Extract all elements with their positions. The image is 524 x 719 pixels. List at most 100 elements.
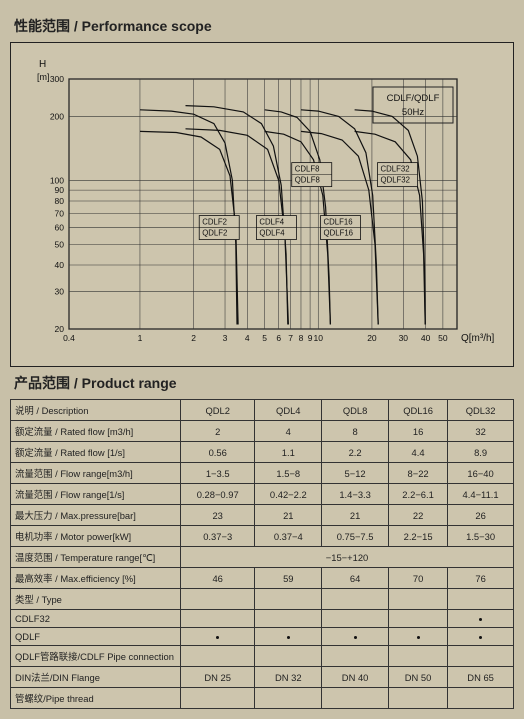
svg-text:20: 20	[367, 333, 377, 343]
table-cell	[322, 688, 389, 709]
table-cell: 21	[255, 505, 322, 526]
svg-text:QDLF16: QDLF16	[324, 229, 353, 238]
svg-text:CDLF8: CDLF8	[295, 165, 320, 174]
table-cell: 2.2	[322, 442, 389, 463]
svg-text:300: 300	[50, 74, 64, 84]
table-cell: 0.28−0.97	[181, 484, 255, 505]
table-cell: 16−40	[448, 463, 514, 484]
range-title-en: Product range	[82, 375, 177, 391]
table-cell	[181, 646, 255, 667]
table-row-label: 管螺纹/Pipe thread	[11, 688, 181, 709]
svg-text:30: 30	[399, 333, 409, 343]
svg-text:5: 5	[262, 333, 267, 343]
table-cell	[388, 610, 447, 628]
svg-text:QDLF2: QDLF2	[202, 229, 227, 238]
svg-text:7: 7	[288, 333, 293, 343]
svg-text:CDLF2: CDLF2	[202, 218, 227, 227]
table-cell: −15−+120	[181, 547, 514, 568]
table-cell: 0.37−4	[255, 526, 322, 547]
table-cell: 8−22	[388, 463, 447, 484]
svg-text:50Hz: 50Hz	[402, 107, 424, 118]
table-cell	[448, 628, 514, 646]
table-col-header: QDL32	[448, 400, 514, 421]
svg-text:2: 2	[191, 333, 196, 343]
table-cell	[255, 589, 322, 610]
table-cell: 8	[322, 421, 389, 442]
svg-text:H: H	[39, 59, 46, 70]
table-cell	[322, 610, 389, 628]
svg-text:3: 3	[223, 333, 228, 343]
product-range-title: 产品范围 / Product range	[14, 373, 514, 393]
svg-text:QDLF4: QDLF4	[259, 229, 285, 238]
table-cell: 22	[388, 505, 447, 526]
table-cell: 16	[388, 421, 447, 442]
table-row-label: 流量范围 / Flow range[1/s]	[11, 484, 181, 505]
table-cell: 46	[181, 568, 255, 589]
svg-text:60: 60	[55, 223, 65, 233]
table-cell	[388, 646, 447, 667]
svg-text:CDLF4: CDLF4	[259, 218, 284, 227]
table-cell: 59	[255, 568, 322, 589]
svg-text:70: 70	[55, 208, 65, 218]
svg-text:QDLF8: QDLF8	[295, 176, 320, 185]
table-cell: 64	[322, 568, 389, 589]
table-cell: 26	[448, 505, 514, 526]
svg-text:200: 200	[50, 111, 64, 121]
svg-text:1: 1	[138, 333, 143, 343]
table-cell	[181, 688, 255, 709]
table-cell: 4.4−11.1	[448, 484, 514, 505]
table-cell: 0.75−7.5	[322, 526, 389, 547]
svg-text:[m]: [m]	[37, 72, 50, 82]
table-cell: 1.1	[255, 442, 322, 463]
table-cell	[255, 646, 322, 667]
table-row-label: 最高效率 / Max.efficiency [%]	[11, 568, 181, 589]
table-cell	[448, 589, 514, 610]
table-cell: 1.4−3.3	[322, 484, 389, 505]
table-row-label: 额定流量 / Rated flow [m3/h]	[11, 421, 181, 442]
svg-text:10: 10	[314, 333, 324, 343]
table-cell: 2.2−6.1	[388, 484, 447, 505]
svg-text:9: 9	[308, 333, 313, 343]
perf-title-cn: 性能范围	[14, 18, 70, 34]
svg-text:80: 80	[55, 196, 65, 206]
table-cell	[448, 610, 514, 628]
table-row-label: DIN法兰/DIN Flange	[11, 667, 181, 688]
table-cell	[181, 589, 255, 610]
svg-text:40: 40	[55, 260, 65, 270]
svg-text:0.4: 0.4	[63, 333, 75, 343]
range-title-cn: 产品范围	[14, 375, 70, 391]
table-row-label: QDLF	[11, 628, 181, 646]
performance-title: 性能范围 / Performance scope	[14, 16, 514, 36]
table-cell	[255, 628, 322, 646]
svg-text:QDLF32: QDLF32	[381, 176, 410, 185]
table-cell: 23	[181, 505, 255, 526]
table-cell: DN 65	[448, 667, 514, 688]
table-col-header: QDL2	[181, 400, 255, 421]
table-cell	[255, 688, 322, 709]
table-cell: 4.4	[388, 442, 447, 463]
performance-chart-box: 20304050607080901002003000.4123456789102…	[10, 42, 514, 367]
table-cell	[388, 688, 447, 709]
table-cell: 76	[448, 568, 514, 589]
table-cell: 2.2−15	[388, 526, 447, 547]
table-cell	[322, 589, 389, 610]
svg-text:8: 8	[299, 333, 304, 343]
performance-chart: 20304050607080901002003000.4123456789102…	[19, 53, 507, 353]
table-cell: 32	[448, 421, 514, 442]
svg-text:50: 50	[438, 333, 448, 343]
table-cell: 1−3.5	[181, 463, 255, 484]
svg-text:CDLF/QDLF: CDLF/QDLF	[387, 93, 440, 104]
table-cell	[181, 628, 255, 646]
perf-title-en: Performance scope	[82, 18, 212, 34]
svg-text:30: 30	[55, 287, 65, 297]
svg-text:CDLF32: CDLF32	[381, 165, 410, 174]
svg-text:50: 50	[55, 239, 65, 249]
table-cell	[322, 628, 389, 646]
table-cell	[448, 646, 514, 667]
table-col-header: QDL16	[388, 400, 447, 421]
svg-text:100: 100	[50, 175, 64, 185]
svg-text:CDLF16: CDLF16	[324, 218, 353, 227]
svg-text:Q[m³/h]: Q[m³/h]	[461, 333, 495, 344]
table-cell	[255, 610, 322, 628]
table-cell: 0.56	[181, 442, 255, 463]
